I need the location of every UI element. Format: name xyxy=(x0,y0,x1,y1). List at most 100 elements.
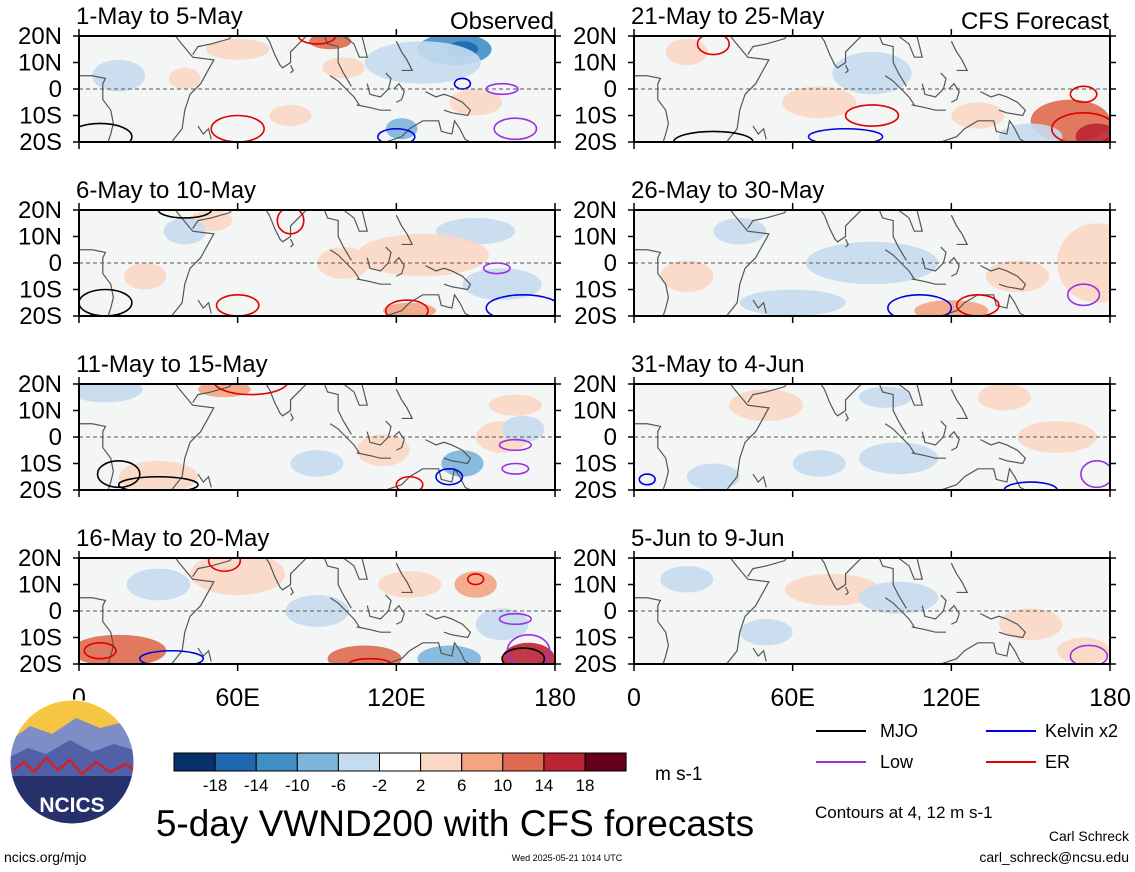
y-tick-label: 20S xyxy=(19,477,62,504)
colorbar-bin xyxy=(173,752,216,772)
colorbar-level: -14 xyxy=(244,776,269,795)
shade-region xyxy=(364,41,481,84)
coastline xyxy=(366,72,392,98)
y-tick-label: 20S xyxy=(19,129,62,156)
colorbar-bin xyxy=(461,752,504,772)
shade-region xyxy=(713,217,767,245)
shade-region xyxy=(79,384,143,403)
coastline xyxy=(425,613,472,639)
coastline xyxy=(79,75,114,142)
contour-er xyxy=(696,36,730,56)
contour-low xyxy=(1066,283,1101,307)
y-tick-label: 20S xyxy=(574,651,617,678)
coastline xyxy=(192,210,233,229)
coastline xyxy=(939,467,1026,490)
y-tick-label: 0 xyxy=(604,424,617,451)
coastline xyxy=(845,412,849,422)
cfs-forecast-label: CFS Forecast xyxy=(961,8,1109,35)
colorbar-level: -18 xyxy=(203,776,228,795)
shade-region xyxy=(784,573,880,606)
footer-email: carl_schreck@ncsu.edu xyxy=(979,849,1129,865)
shade-region xyxy=(356,233,489,277)
contour-er xyxy=(384,299,429,316)
y-tick-label: 10S xyxy=(19,103,62,130)
y-tick-label: 0 xyxy=(49,76,62,103)
coastline xyxy=(948,604,960,625)
coastline xyxy=(79,249,114,316)
shade-region xyxy=(123,263,167,290)
footer-author: Carl Schreck xyxy=(1049,828,1130,844)
panel-title: 6-May to 10-May xyxy=(76,177,256,204)
colorbar-bin xyxy=(296,752,339,772)
coastline xyxy=(752,473,767,488)
coastline xyxy=(384,641,471,664)
shade-region xyxy=(488,394,542,416)
shade-region xyxy=(998,608,1063,641)
y-tick-label: 10N xyxy=(573,50,617,77)
contour-low xyxy=(498,438,532,452)
coastline xyxy=(79,384,215,490)
y-tick-label: 10N xyxy=(18,572,62,599)
chart-title: 5-day VWND200 with CFS forecasts xyxy=(156,803,754,844)
y-tick-label: 20N xyxy=(18,197,62,224)
contour-low xyxy=(501,462,530,475)
y-tick-label: 20N xyxy=(18,371,62,398)
shade-region xyxy=(502,415,545,443)
coastline xyxy=(634,210,770,316)
coastline xyxy=(393,256,405,277)
panel-title: 1-May to 5-May xyxy=(76,3,243,30)
colorbar-level: 2 xyxy=(416,776,425,795)
coastline xyxy=(948,82,960,103)
coastline xyxy=(950,41,969,72)
contour-mjo xyxy=(79,288,133,316)
colorbar-bin xyxy=(502,752,545,772)
shade-region xyxy=(92,59,146,92)
shade-region xyxy=(269,104,312,127)
panel-title: 11-May to 15-May xyxy=(76,351,268,378)
coastline xyxy=(747,210,788,229)
y-tick-label: 10N xyxy=(18,50,62,77)
colorbar-level: -10 xyxy=(285,776,310,795)
x-tick-label: 180 xyxy=(534,684,576,712)
observed-label: Observed xyxy=(450,8,554,35)
coastline xyxy=(356,452,392,459)
coastline xyxy=(911,452,947,459)
coastline xyxy=(948,430,960,451)
coastline xyxy=(343,558,369,580)
contour-mjo xyxy=(117,475,199,490)
coastline xyxy=(747,384,788,403)
coastline xyxy=(898,210,924,232)
coastline xyxy=(79,210,215,316)
contour-low xyxy=(498,612,532,626)
coastline xyxy=(911,278,947,285)
y-tick-label: 10S xyxy=(19,277,62,304)
coastline xyxy=(192,384,233,403)
colorbar-bin xyxy=(543,752,586,772)
coastline xyxy=(980,265,1027,291)
panel-title: 16-May to 20-May xyxy=(76,525,269,552)
y-tick-label: 20N xyxy=(573,23,617,50)
contour-low xyxy=(1069,644,1109,664)
coastline xyxy=(921,420,947,446)
y-tick-label: 10N xyxy=(18,224,62,251)
colorbar-bin xyxy=(214,752,257,772)
legend: MJO Kelvin x2 Low ER xyxy=(816,721,1118,772)
contour-low xyxy=(506,634,551,664)
x-tick-label: 120E xyxy=(922,684,980,712)
legend-low-label: Low xyxy=(880,752,914,772)
shade-region xyxy=(462,268,542,301)
x-tick-label: 120E xyxy=(367,684,425,712)
coastline xyxy=(79,423,114,490)
contour-mjo xyxy=(79,122,133,142)
shade-region xyxy=(205,38,270,60)
shade-region xyxy=(79,634,167,664)
shade-region xyxy=(858,386,912,408)
coastline xyxy=(898,558,924,580)
shade-region xyxy=(858,442,939,475)
coastline xyxy=(980,91,1027,117)
coastline xyxy=(980,439,1027,465)
